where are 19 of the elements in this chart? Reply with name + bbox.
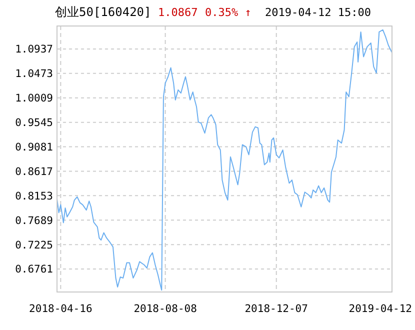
y-tick-label: 1.0473	[15, 68, 53, 80]
y-tick-label: 0.9545	[15, 117, 53, 129]
line-series	[56, 29, 392, 291]
text: 2019-04-12 15:00	[265, 6, 371, 19]
y-tick-label: 0.9081	[15, 141, 53, 154]
y-tick-label: 0.7225	[15, 239, 53, 252]
y-tick-label: 0.7689	[15, 214, 53, 227]
text: 1.0867	[158, 6, 198, 19]
y-tick-label: 0.6761	[15, 264, 53, 276]
chart-title: 创业50[160420]	[55, 5, 152, 19]
x-tick-label: 2019-04-12	[348, 303, 412, 315]
x-tick-label: 2018-08-08	[134, 303, 197, 315]
y-tick-label: 1.0009	[15, 92, 53, 105]
x-tick-label: 2018-04-16	[29, 303, 92, 315]
y-tick-label: 0.8153	[15, 190, 53, 202]
y-tick-label: 0.8617	[15, 166, 53, 178]
x-tick-label: 2018-12-07	[244, 303, 308, 315]
text: 0.35% ↑	[205, 6, 252, 19]
y-tick-label: 1.0937	[15, 44, 53, 56]
